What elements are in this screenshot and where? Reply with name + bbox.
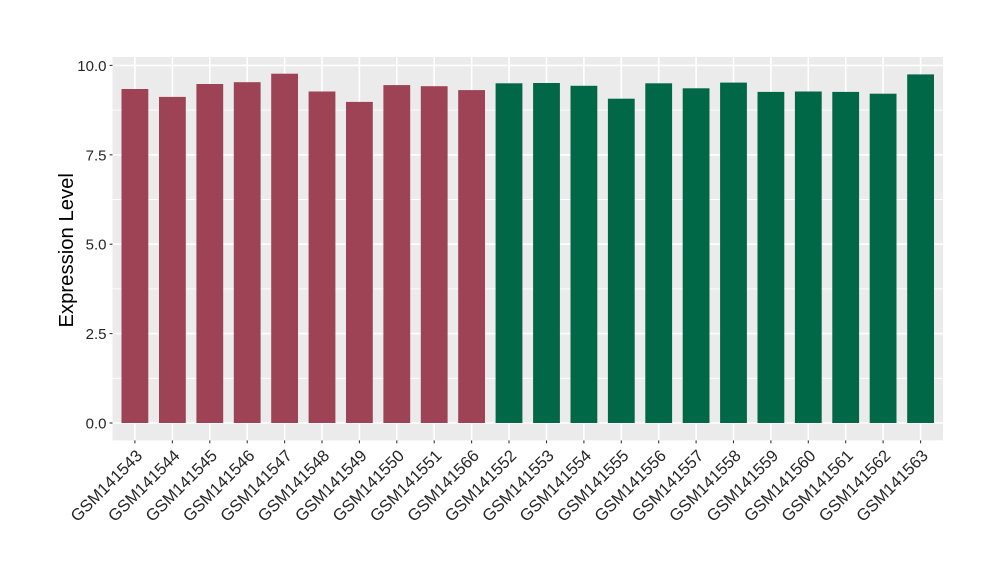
svg-text:Expression Level: Expression Level [56,173,78,327]
svg-text:2.5: 2.5 [86,326,107,343]
svg-text:10.0: 10.0 [77,58,106,75]
svg-text:5.0: 5.0 [86,237,107,254]
svg-text:0.0: 0.0 [86,416,107,433]
svg-text:7.5: 7.5 [86,147,107,164]
